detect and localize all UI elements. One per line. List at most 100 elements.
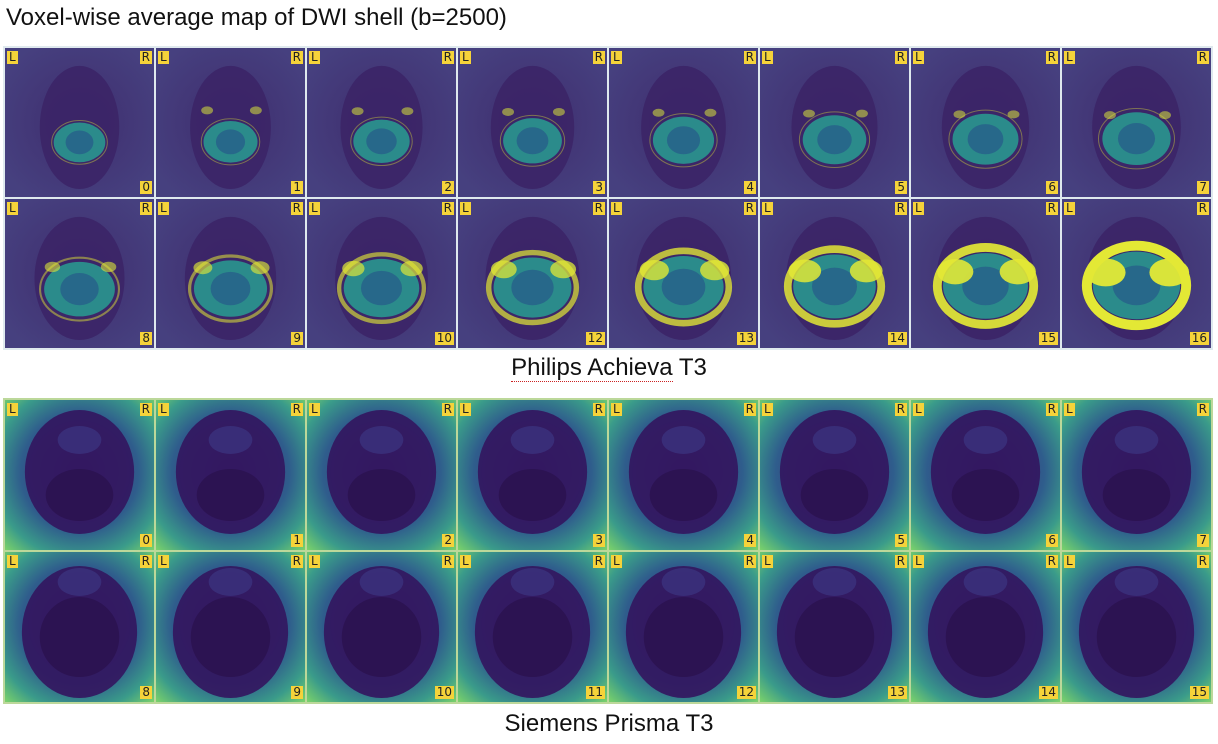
siemens-slice-image	[760, 400, 909, 550]
slice-index-label: 15	[1038, 331, 1058, 345]
slice-index-label: 0	[140, 180, 152, 194]
slice-index-label: 8	[140, 685, 152, 699]
slice-index-label: 8	[140, 331, 152, 345]
left-orientation-label: L	[309, 402, 320, 416]
left-orientation-label: L	[913, 50, 924, 64]
siemens-slice-image	[911, 552, 1060, 702]
right-orientation-label: R	[139, 402, 152, 416]
slice-index-label: 14	[1038, 685, 1058, 699]
siemens-slice-panel: L R 5	[760, 400, 909, 550]
philips-slice-panel: L R 12	[458, 199, 607, 348]
slice-index-label: 3	[593, 533, 605, 547]
slice-index-label: 9	[291, 685, 303, 699]
right-orientation-label: R	[894, 201, 907, 215]
left-orientation-label: L	[309, 50, 320, 64]
right-orientation-label: R	[592, 50, 605, 64]
right-orientation-label: R	[894, 402, 907, 416]
right-orientation-label: R	[592, 201, 605, 215]
left-orientation-label: L	[158, 201, 169, 215]
right-orientation-label: R	[139, 201, 152, 215]
siemens-slice-panel: L R 13	[760, 552, 909, 702]
slice-index-label: 7	[1197, 533, 1209, 547]
philips-slice-panel: L R 7	[1062, 48, 1211, 197]
right-orientation-label: R	[441, 554, 454, 568]
slice-index-label: 3	[593, 180, 605, 194]
philips-slice-image	[5, 199, 154, 348]
right-orientation-label: R	[743, 402, 756, 416]
left-orientation-label: L	[611, 50, 622, 64]
slice-index-label: 11	[585, 685, 605, 699]
right-orientation-label: R	[441, 50, 454, 64]
left-orientation-label: L	[460, 201, 471, 215]
philips-slice-panel: L R 16	[1062, 199, 1211, 348]
philips-slice-image	[458, 199, 607, 348]
left-orientation-label: L	[762, 554, 773, 568]
right-orientation-label: R	[290, 402, 303, 416]
philips-slice-panel: L R 10	[307, 199, 456, 348]
siemens-slice-image	[156, 400, 305, 550]
philips-slice-panel: L R 0	[5, 48, 154, 197]
philips-slice-image	[609, 48, 758, 197]
siemens-slice-image	[307, 400, 456, 550]
left-orientation-label: L	[611, 402, 622, 416]
siemens-slice-image	[1062, 552, 1211, 702]
left-orientation-label: L	[460, 402, 471, 416]
slice-index-label: 13	[736, 331, 756, 345]
philips-slice-image	[760, 48, 909, 197]
siemens-slice-image	[5, 552, 154, 702]
left-orientation-label: L	[158, 50, 169, 64]
philips-slice-image	[760, 199, 909, 348]
slice-index-label: 4	[744, 180, 756, 194]
right-orientation-label: R	[894, 50, 907, 64]
right-orientation-label: R	[592, 402, 605, 416]
slice-index-label: 2	[442, 180, 454, 194]
right-orientation-label: R	[441, 402, 454, 416]
left-orientation-label: L	[309, 554, 320, 568]
right-orientation-label: R	[1045, 201, 1058, 215]
slice-index-label: 10	[434, 685, 454, 699]
left-orientation-label: L	[1064, 50, 1075, 64]
siemens-slice-image	[760, 552, 909, 702]
philips-slice-panel: L R 5	[760, 48, 909, 197]
philips-slice-panel: L R 1	[156, 48, 305, 197]
left-orientation-label: L	[1064, 402, 1075, 416]
philips-slice-panel: L R 6	[911, 48, 1060, 197]
philips-slice-panel: L R 4	[609, 48, 758, 197]
slice-index-label: 9	[291, 331, 303, 345]
siemens-slice-image	[156, 552, 305, 702]
left-orientation-label: L	[611, 201, 622, 215]
siemens-slice-panel: L R 10	[307, 552, 456, 702]
slice-index-label: 6	[1046, 180, 1058, 194]
siemens-slice-panel: L R 3	[458, 400, 607, 550]
siemens-slice-panel: L R 1	[156, 400, 305, 550]
left-orientation-label: L	[7, 554, 18, 568]
philips-slice-image	[307, 199, 456, 348]
slice-index-label: 13	[887, 685, 907, 699]
right-orientation-label: R	[139, 50, 152, 64]
philips-slice-panel: L R 9	[156, 199, 305, 348]
left-orientation-label: L	[7, 50, 18, 64]
siemens-slice-panel: L R 9	[156, 552, 305, 702]
slice-index-label: 2	[442, 533, 454, 547]
right-orientation-label: R	[441, 201, 454, 215]
siemens-slice-image	[911, 400, 1060, 550]
siemens-slice-image	[609, 552, 758, 702]
philips-slice-image	[5, 48, 154, 197]
philips-slice-image	[1062, 48, 1211, 197]
left-orientation-label: L	[460, 554, 471, 568]
siemens-slice-panel: L R 8	[5, 552, 154, 702]
philips-caption-model: T3	[678, 354, 707, 381]
left-orientation-label: L	[7, 402, 18, 416]
right-orientation-label: R	[1045, 402, 1058, 416]
slice-index-label: 1	[291, 533, 303, 547]
philips-slice-image	[156, 48, 305, 197]
siemens-slice-panel: L R 4	[609, 400, 758, 550]
philips-caption-name: Philips Achieva	[511, 354, 673, 382]
slice-index-label: 4	[744, 533, 756, 547]
philips-slice-image	[609, 199, 758, 348]
siemens-slice-image	[307, 552, 456, 702]
philips-slice-grid: L R 0 L R 1 L R 2 L R 3 L R 4 L R 5 L R 6 L R 7 L R 8 L R 9 L R 10 L R 12 L R…	[3, 46, 1213, 350]
slice-index-label: 5	[895, 180, 907, 194]
siemens-caption: Siemens Prisma T3	[504, 710, 714, 737]
philips-slice-image	[911, 48, 1060, 197]
